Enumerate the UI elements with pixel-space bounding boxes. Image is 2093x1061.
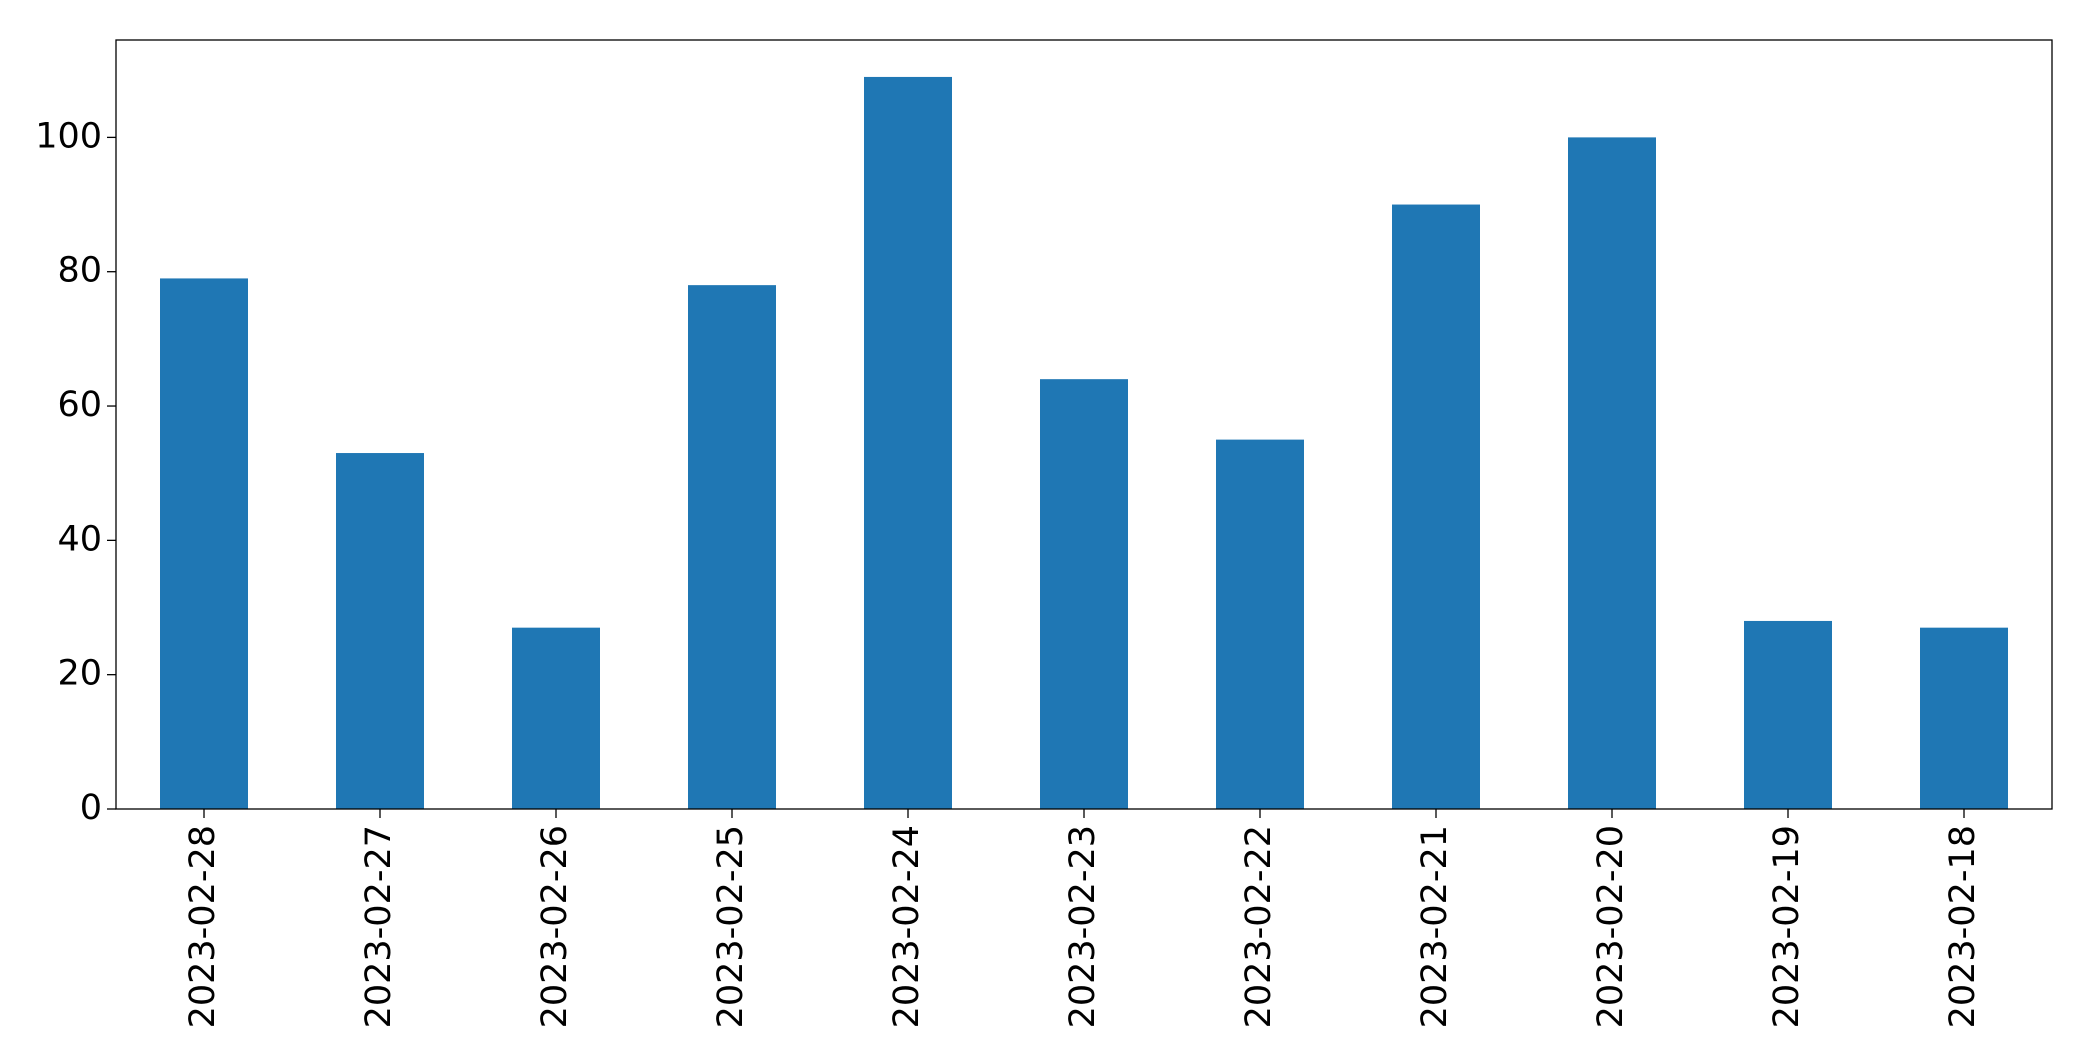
y-tick-label: 80 (57, 251, 102, 291)
bar (1392, 204, 1480, 810)
x-tick-label: 2023-02-26 (535, 825, 575, 1028)
y-tick-label: 0 (80, 788, 102, 828)
bar (1920, 627, 2008, 809)
bar (1744, 620, 1832, 809)
bar (1216, 439, 1304, 809)
axes-frame (115, 39, 2053, 810)
x-tick-label: 2023-02-28 (183, 825, 223, 1028)
x-tick-label: 2023-02-19 (1767, 825, 1807, 1028)
bar (1040, 379, 1128, 809)
bar (1568, 137, 1656, 809)
bar (512, 627, 600, 809)
x-tick-label: 2023-02-25 (711, 825, 751, 1028)
x-tick-label: 2023-02-23 (1063, 825, 1103, 1028)
x-tick-label: 2023-02-20 (1591, 825, 1631, 1028)
y-tick-label: 20 (57, 654, 102, 694)
bar (336, 453, 424, 809)
x-tick-label: 2023-02-27 (359, 825, 399, 1028)
x-tick-label: 2023-02-18 (1943, 825, 1983, 1028)
bar (160, 278, 248, 809)
y-tick-label: 100 (35, 116, 102, 156)
y-tick-label: 60 (57, 385, 102, 425)
x-tick-label: 2023-02-21 (1415, 825, 1455, 1028)
bar (864, 76, 952, 810)
bar (688, 285, 776, 809)
x-tick-label: 2023-02-22 (1239, 825, 1279, 1028)
y-tick-label: 40 (57, 519, 102, 559)
x-tick-label: 2023-02-24 (887, 825, 927, 1028)
